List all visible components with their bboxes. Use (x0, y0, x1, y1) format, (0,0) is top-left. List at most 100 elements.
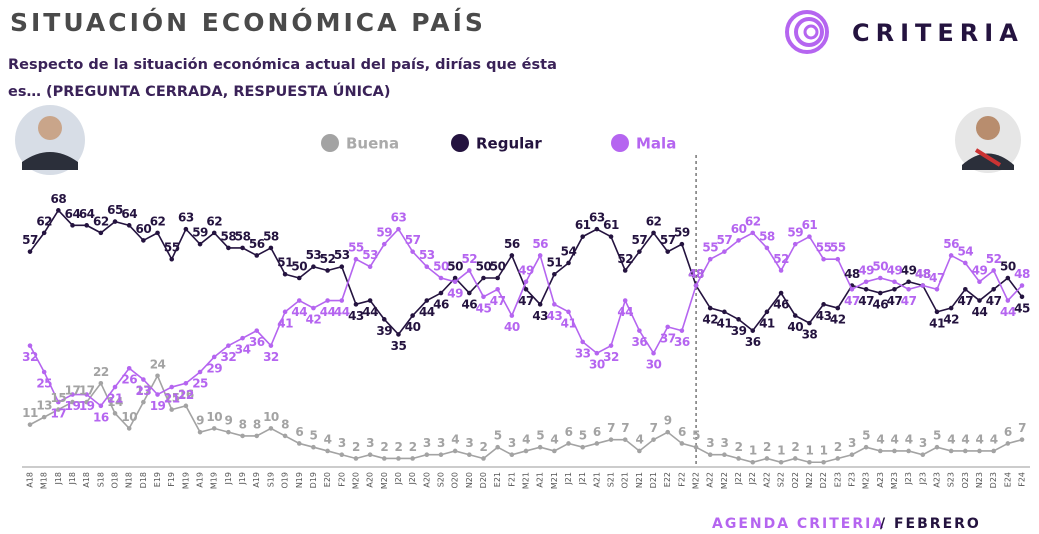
value-label: 42 (702, 313, 718, 327)
point (679, 241, 685, 247)
point (141, 377, 146, 382)
point (367, 298, 373, 303)
x-tick-label: A21 (536, 472, 545, 488)
point (580, 339, 585, 345)
point (481, 294, 486, 300)
point (41, 414, 47, 420)
point (141, 238, 146, 243)
value-label: 55 (348, 241, 364, 255)
point (70, 399, 75, 405)
x-tick-label: O23 (961, 472, 970, 488)
value-label: 47 (929, 271, 945, 285)
point (27, 249, 33, 254)
value-label: 54 (957, 244, 973, 258)
value-label: 53 (362, 248, 378, 262)
point (863, 286, 869, 292)
logo (785, 10, 829, 54)
point (948, 253, 954, 258)
value-label: 48 (688, 267, 704, 281)
value-label: 2 (395, 440, 403, 454)
point (622, 437, 628, 442)
point (296, 441, 302, 446)
value-label: 34 (235, 343, 251, 357)
point (438, 452, 444, 458)
point (665, 249, 671, 254)
point (523, 448, 529, 454)
point (254, 253, 260, 258)
point (353, 256, 359, 262)
point (438, 290, 444, 296)
point (764, 456, 770, 461)
value-label: 25 (192, 377, 208, 391)
value-label: 10 (121, 410, 137, 424)
value-label: 32 (263, 350, 279, 364)
point (495, 286, 500, 292)
x-tick-label: S18 (96, 472, 105, 487)
x-tick-label: N23 (975, 472, 984, 488)
point (892, 279, 897, 285)
legend-marker (611, 134, 629, 152)
value-label: 48 (688, 267, 704, 281)
value-label: 4 (324, 432, 332, 446)
value-label: 44 (617, 305, 633, 319)
x-tick-label: E19 (153, 472, 162, 487)
value-label: 49 (972, 263, 988, 277)
point (594, 350, 600, 356)
value-label: 11 (22, 406, 38, 420)
value-label: 41 (759, 316, 775, 330)
value-label: 44 (362, 305, 378, 319)
footer-program: AGENDA CRITERIA (712, 516, 885, 532)
value-label: 1 (805, 444, 813, 458)
value-label: 64 (121, 207, 137, 221)
value-label: 3 (366, 436, 374, 450)
value-label: 8 (253, 417, 261, 431)
value-label: 44 (419, 305, 435, 319)
x-tick-label: O19 (281, 472, 290, 488)
value-label: 43 (816, 309, 832, 323)
point (325, 448, 330, 454)
x-tick-label: A23 (876, 472, 885, 488)
value-label: 23 (136, 384, 152, 398)
x-tick-label: O20 (451, 472, 460, 488)
point (353, 302, 359, 307)
point (141, 399, 146, 405)
value-label: 46 (773, 298, 789, 312)
point (467, 290, 472, 296)
value-label: 26 (121, 373, 137, 387)
value-label: 45 (1014, 301, 1030, 315)
value-label: 4 (990, 432, 998, 446)
point (41, 230, 47, 236)
point (934, 444, 940, 450)
value-label: 7 (621, 421, 629, 435)
x-tick-label: A23 (932, 472, 941, 488)
legend-marker (451, 134, 469, 152)
point (821, 459, 826, 465)
point (608, 437, 614, 442)
value-label: 62 (206, 214, 222, 228)
point (877, 448, 883, 454)
point (1005, 298, 1011, 303)
point (254, 433, 260, 439)
point (707, 305, 713, 311)
value-label: 50 (490, 260, 506, 274)
value-label: 50 (291, 260, 307, 274)
value-label: 47 (957, 294, 973, 308)
value-label: 48 (915, 267, 931, 281)
point (56, 399, 61, 405)
point (736, 317, 741, 322)
value-label: 5 (692, 429, 700, 443)
value-label: 4 (550, 432, 558, 446)
point (268, 343, 274, 348)
point (98, 380, 104, 386)
value-label: 44 (1000, 305, 1016, 319)
point (679, 441, 685, 446)
value-label: 2 (834, 440, 842, 454)
value-label: 52 (617, 252, 633, 266)
point (467, 452, 472, 458)
x-tick-label: D19 (309, 472, 318, 488)
point (339, 298, 345, 303)
value-label: 50 (447, 260, 463, 274)
value-label: 55 (702, 241, 718, 255)
value-label: 48 (844, 267, 860, 281)
value-label: 6 (1004, 425, 1012, 439)
